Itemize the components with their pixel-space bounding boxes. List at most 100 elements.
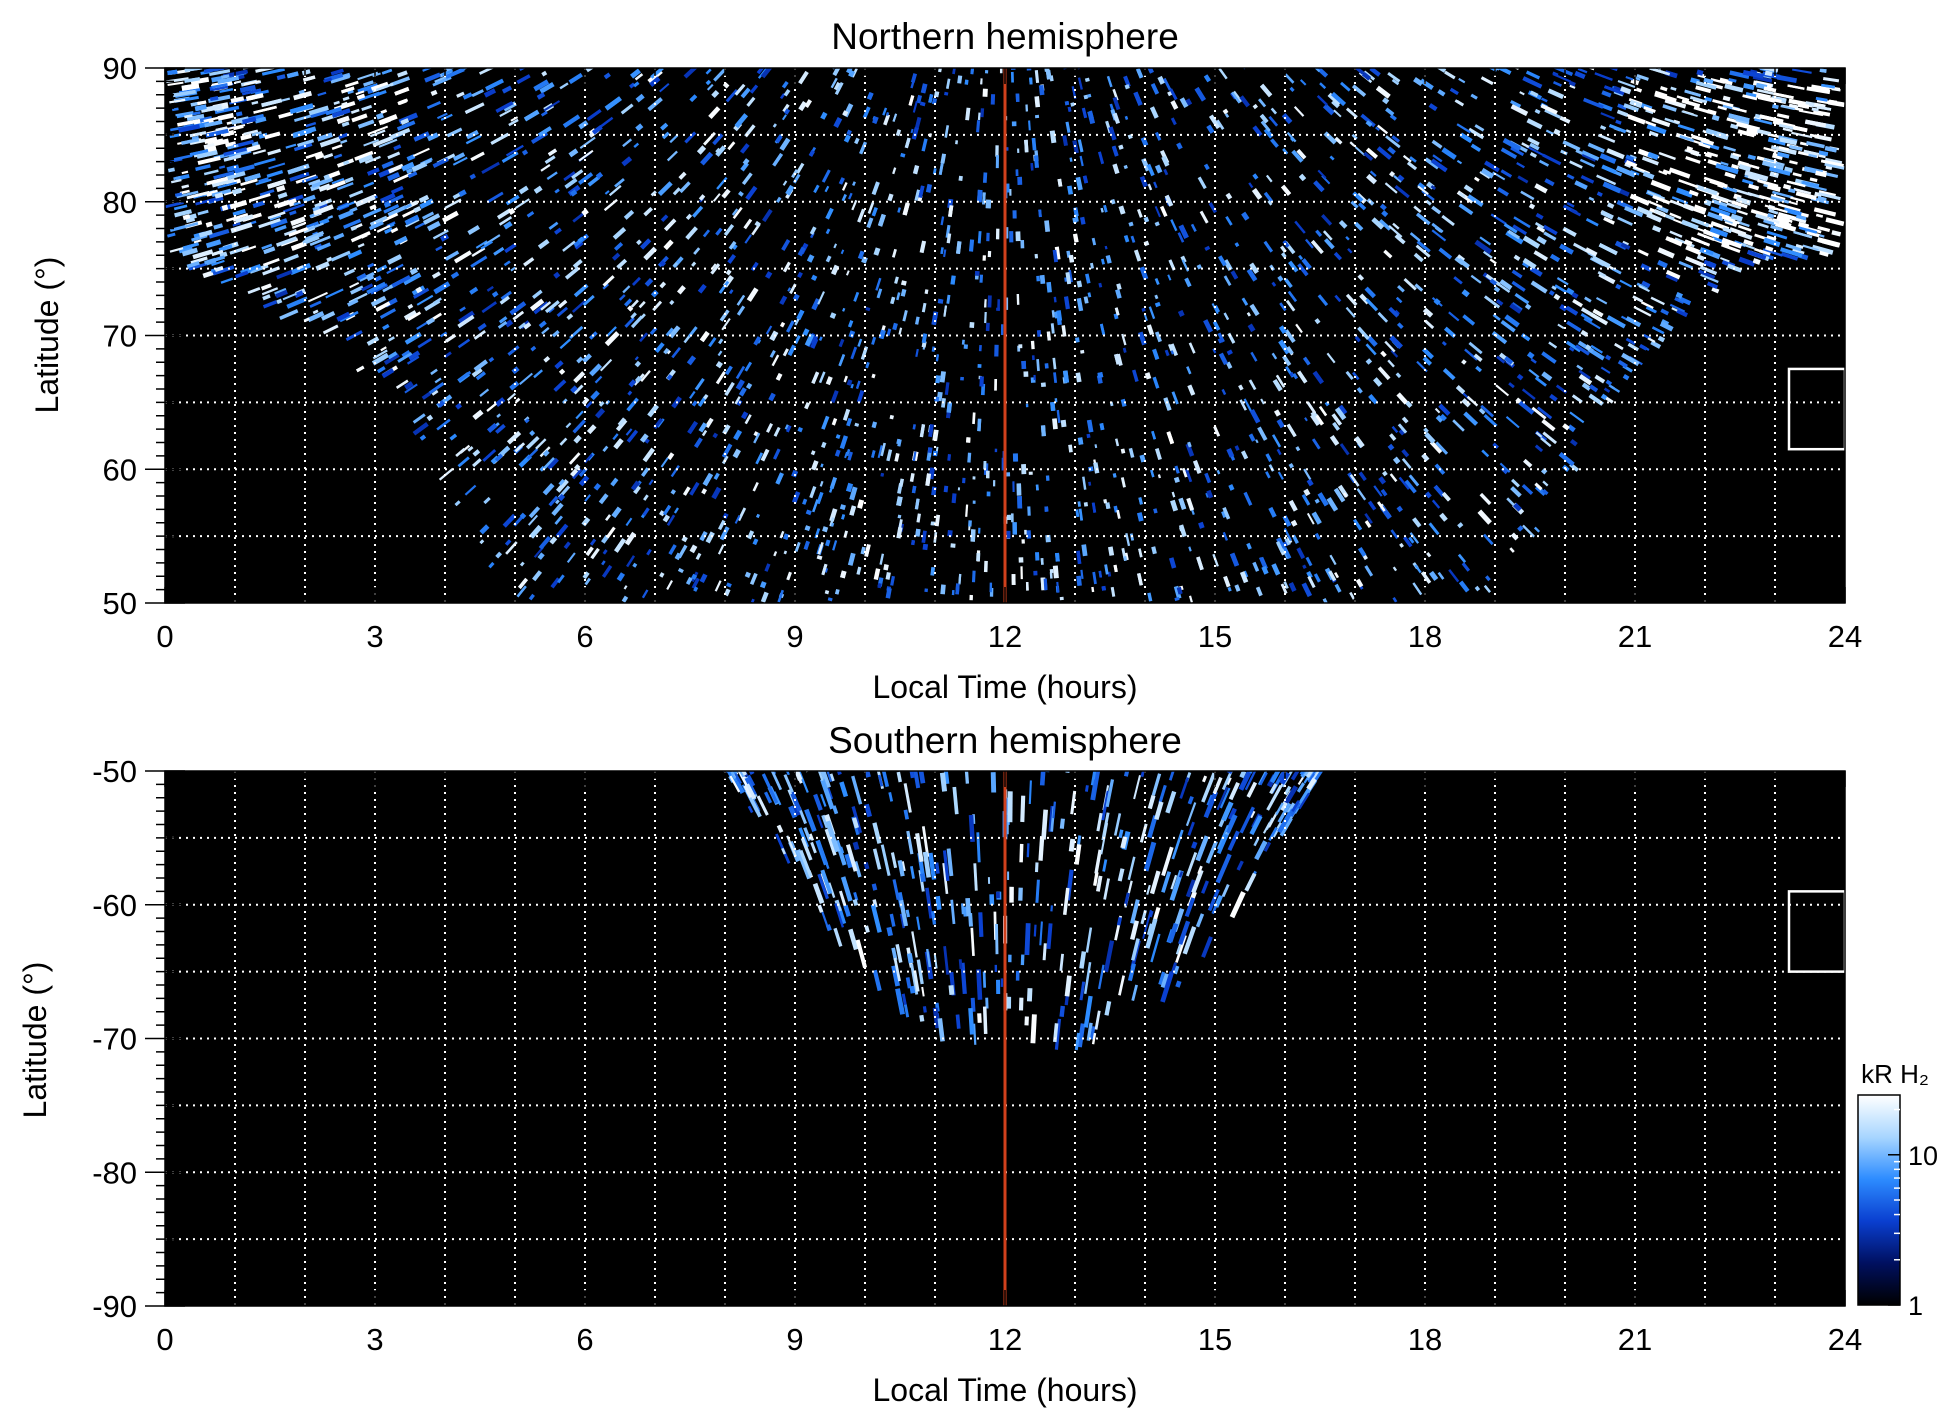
emission-stroke xyxy=(413,131,430,142)
emission-stroke xyxy=(1246,312,1251,317)
emission-stroke xyxy=(614,538,626,553)
emission-stroke xyxy=(1553,128,1561,136)
emission-stroke xyxy=(1167,274,1172,281)
emission-stroke xyxy=(775,134,783,144)
emission-stroke xyxy=(1059,818,1065,829)
emission-stroke xyxy=(1081,544,1088,557)
emission-stroke xyxy=(430,89,438,96)
emission-stroke xyxy=(1824,157,1843,166)
emission-stroke xyxy=(1534,108,1541,114)
emission-stroke xyxy=(924,289,929,295)
emission-stroke xyxy=(1324,401,1330,407)
emission-stroke xyxy=(229,199,248,210)
emission-stroke xyxy=(1389,473,1398,483)
emission-stroke xyxy=(394,86,410,96)
emission-stroke xyxy=(759,581,767,589)
emission-stroke xyxy=(880,844,891,877)
emission-stroke xyxy=(1470,143,1482,152)
emission-stroke xyxy=(1263,127,1274,139)
emission-stroke xyxy=(1175,935,1187,963)
emission-stroke xyxy=(1608,123,1627,134)
emission-stroke xyxy=(943,946,950,975)
emission-stroke xyxy=(903,809,910,820)
emission-stroke xyxy=(672,262,679,268)
emission-stroke xyxy=(181,247,198,257)
emission-stroke xyxy=(1627,342,1640,352)
emission-stroke xyxy=(1164,194,1174,207)
emission-stroke xyxy=(770,771,783,791)
emission-stroke xyxy=(913,771,921,789)
emission-stroke xyxy=(540,110,548,117)
emission-stroke xyxy=(512,310,525,321)
emission-stroke xyxy=(1542,480,1549,487)
emission-stroke xyxy=(437,400,446,408)
emission-stroke xyxy=(791,469,799,478)
emission-stroke xyxy=(1806,141,1825,149)
emission-stroke xyxy=(1179,97,1189,109)
emission-stroke xyxy=(1091,237,1097,246)
emission-stroke xyxy=(602,549,608,555)
emission-stroke xyxy=(1081,107,1088,119)
emission-stroke xyxy=(297,139,314,147)
emission-stroke xyxy=(1232,90,1243,103)
emission-stroke xyxy=(632,562,638,568)
emission-stroke xyxy=(712,432,719,439)
emission-stroke xyxy=(1740,242,1755,250)
emission-stroke xyxy=(554,515,563,525)
emission-stroke xyxy=(486,191,504,204)
emission-stroke xyxy=(832,805,839,815)
emission-stroke xyxy=(317,132,333,142)
emission-stroke xyxy=(892,879,900,901)
emission-stroke xyxy=(967,452,972,463)
emission-stroke xyxy=(798,70,809,85)
emission-stroke xyxy=(1333,251,1343,261)
emission-stroke xyxy=(1052,565,1059,579)
emission-stroke xyxy=(1793,187,1812,195)
emission-stroke xyxy=(937,298,944,304)
emission-stroke xyxy=(1453,276,1463,285)
emission-stroke xyxy=(503,101,517,112)
emission-stroke xyxy=(1499,462,1511,473)
emission-stroke xyxy=(686,355,697,366)
emission-stroke xyxy=(851,199,858,211)
emission-stroke xyxy=(1602,181,1622,194)
emission-stroke xyxy=(1529,142,1540,151)
emission-stroke xyxy=(1402,154,1412,163)
emission-stroke xyxy=(809,226,817,235)
emission-stroke xyxy=(811,460,819,471)
emission-stroke xyxy=(688,390,696,400)
emission-stroke xyxy=(376,224,391,233)
emission-stroke xyxy=(736,294,746,306)
emission-stroke xyxy=(521,149,529,156)
emission-stroke xyxy=(1413,77,1424,86)
emission-stroke xyxy=(1089,1026,1096,1040)
emission-stroke xyxy=(1113,564,1118,573)
emission-stroke xyxy=(483,496,491,505)
emission-stroke xyxy=(1072,217,1078,224)
emission-stroke xyxy=(896,292,901,301)
emission-stroke xyxy=(779,137,791,151)
emission-stroke xyxy=(1394,184,1410,199)
emission-stroke xyxy=(397,352,413,363)
emission-stroke xyxy=(379,212,399,224)
emission-stroke xyxy=(1269,771,1281,784)
emission-stroke xyxy=(852,181,856,186)
emission-stroke xyxy=(781,114,787,121)
emission-stroke xyxy=(293,201,302,206)
x-tick-label: 15 xyxy=(1198,1322,1232,1357)
emission-stroke xyxy=(1101,790,1110,821)
emission-stroke xyxy=(776,824,784,834)
emission-stroke xyxy=(518,577,528,590)
emission-stroke xyxy=(717,544,725,555)
emission-stroke xyxy=(471,367,483,378)
emission-stroke xyxy=(834,449,841,457)
emission-stroke xyxy=(1695,85,1712,94)
emission-stroke xyxy=(702,229,711,238)
emission-stroke xyxy=(896,771,903,783)
emission-stroke xyxy=(1225,361,1233,370)
emission-stroke xyxy=(945,224,951,238)
emission-stroke xyxy=(473,330,486,340)
emission-stroke xyxy=(1301,582,1313,598)
emission-stroke xyxy=(1721,216,1740,225)
